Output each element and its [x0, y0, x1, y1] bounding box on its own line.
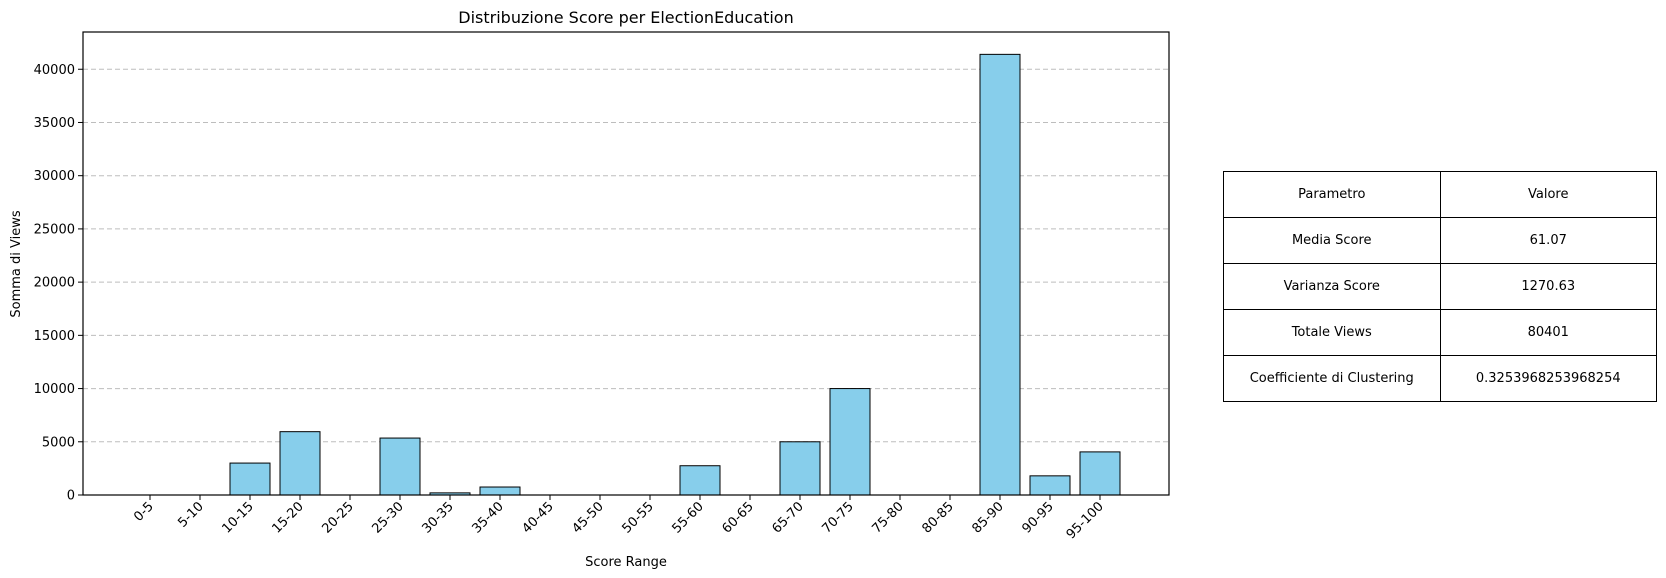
y-tick-label: 10000: [34, 382, 75, 397]
y-tick-label: 15000: [34, 329, 75, 344]
y-tick-label: 40000: [34, 63, 75, 78]
x-tick-label: 15-20: [270, 499, 307, 536]
value-cell: 1270.63: [1439, 263, 1657, 310]
x-tick-label: 85-90: [970, 499, 1007, 536]
value-cell: 0.3253968253968254: [1439, 355, 1657, 402]
x-tick-label: 60-65: [720, 499, 757, 536]
chart-title: Distribuzione Score per ElectionEducatio…: [458, 8, 793, 27]
y-tick-label: 20000: [34, 276, 75, 291]
x-tick-label: 35-40: [470, 499, 507, 536]
y-tick-label: 25000: [34, 222, 75, 237]
parameter-cell: Varianza Score: [1223, 263, 1441, 310]
bar-25-30: [379, 437, 421, 496]
y-axis-label: Somma di Views: [9, 210, 24, 317]
y-tick-label: 30000: [34, 169, 75, 184]
value-cell: Valore: [1439, 171, 1657, 218]
y-tick-label: 0: [67, 489, 75, 504]
parameter-cell: Coefficiente di Clustering: [1223, 355, 1441, 402]
table-row: Totale Views 80401: [1223, 309, 1657, 356]
parameter-cell: Totale Views: [1223, 309, 1441, 356]
table-header-row: Parametro Valore: [1223, 171, 1657, 218]
y-tick-label: 5000: [42, 435, 75, 450]
bar-90-95: [1029, 475, 1071, 496]
table-row: Media Score 61.07: [1223, 217, 1657, 264]
value-cell: 80401: [1439, 309, 1657, 356]
x-tick-label: 50-55: [620, 499, 657, 536]
x-tick-label: 20-25: [320, 499, 357, 536]
bar-10-15: [229, 462, 271, 496]
bars: [229, 53, 1121, 496]
bar-35-40: [479, 486, 521, 496]
bar-70-75: [829, 388, 871, 496]
x-tick-label: 75-80: [870, 499, 907, 536]
bar-85-90: [979, 53, 1021, 496]
value-cell: 61.07: [1439, 217, 1657, 264]
x-tick-label: 40-45: [520, 499, 557, 536]
x-tick-label: 45-50: [570, 499, 607, 536]
y-axis-ticks: 0 5000 10000 15000 20000 25000 30000 35000 40000: [34, 63, 83, 504]
x-tick-label: 25-30: [370, 499, 407, 536]
x-tick-label: 5-10: [175, 499, 206, 530]
x-tick-label: 30-35: [420, 499, 457, 536]
x-tick-label: 0-5: [131, 499, 157, 525]
x-tick-label: 70-75: [820, 499, 857, 536]
x-axis-label: Score Range: [585, 555, 667, 570]
x-axis-ticks: 0-5 5-10 10-15 15-20 20-25 25-30 30-35 35-40 40-…: [131, 495, 1107, 542]
y-tick-label: 35000: [34, 116, 75, 131]
bar-65-70: [779, 441, 821, 496]
x-tick-label: 90-95: [1020, 499, 1057, 536]
x-tick-label: 10-15: [220, 499, 257, 536]
stats-table: Parametro Valore Media Score 61.07 Varianza …: [1223, 171, 1657, 402]
x-tick-label: 65-70: [770, 499, 807, 536]
parameter-cell: Media Score: [1223, 217, 1441, 264]
x-tick-label: 80-85: [920, 499, 957, 536]
parameter-cell: Parametro: [1223, 171, 1441, 218]
bar-15-20: [279, 431, 321, 496]
table-row: Varianza Score 1270.63: [1223, 263, 1657, 310]
bar-95-100: [1079, 451, 1121, 496]
x-tick-label: 55-60: [670, 499, 707, 536]
x-tick-label: 95-100: [1064, 499, 1107, 542]
plot-frame: [82, 31, 1170, 496]
bar-55-60: [679, 465, 721, 496]
table-row: Coefficiente di Clustering 0.325396825396…: [1223, 355, 1657, 402]
